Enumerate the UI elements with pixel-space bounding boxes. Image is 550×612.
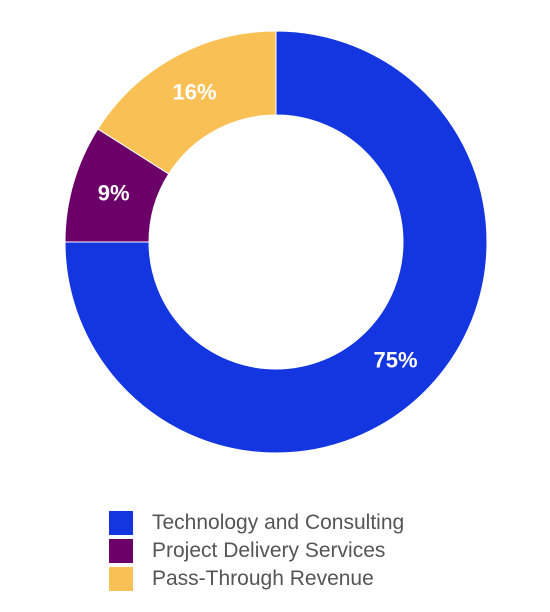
donut-chart: 75% 9% 16% xyxy=(64,30,488,454)
legend-swatch-technology-and-consulting xyxy=(109,511,133,535)
slice-label-technology-and-consulting: 75% xyxy=(373,347,417,372)
slice-technology-and-consulting xyxy=(64,30,488,454)
legend-label-project-delivery-services: Project Delivery Services xyxy=(152,539,386,562)
slice-label-pass-through-revenue: 16% xyxy=(173,80,217,105)
legend-swatch-project-delivery-services xyxy=(109,539,133,563)
legend-label-technology-and-consulting: Technology and Consulting xyxy=(152,511,405,534)
legend-item-technology-and-consulting: Technology and Consulting xyxy=(109,509,529,537)
legend-item-pass-through-revenue: Pass-Through Revenue xyxy=(109,565,529,593)
legend-swatch-pass-through-revenue xyxy=(109,567,133,591)
legend-item-project-delivery-services: Project Delivery Services xyxy=(109,537,529,565)
slice-pass-through-revenue xyxy=(97,30,277,175)
slice-label-project-delivery-services: 9% xyxy=(98,181,130,206)
chart-legend: Technology and Consulting Project Delive… xyxy=(109,509,529,593)
legend-label-pass-through-revenue: Pass-Through Revenue xyxy=(152,567,374,590)
